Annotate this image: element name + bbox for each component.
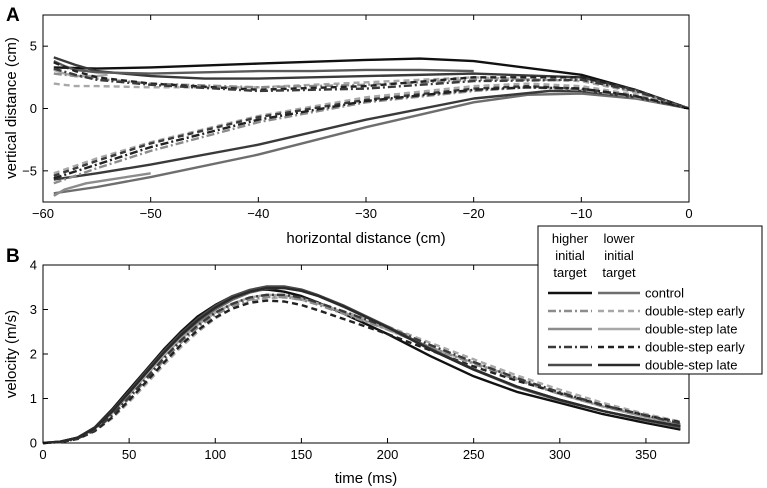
- legend-headers: higher initial target lower initial target: [552, 231, 636, 280]
- y-tick-label: 5: [30, 39, 37, 54]
- panel-a-series-line-11: [53, 82, 690, 175]
- panel-a-chart: −60 −50 −40 −30 −20 −10 0−505 horizontal dista…: [3, 14, 693, 247]
- x-tick-label: −40: [247, 206, 269, 221]
- x-tick-label: 100: [204, 447, 226, 462]
- panel-b-chart: 0 50 100 150 200 250 300 350 0 1 2 3 4 time (ms) vel…: [3, 258, 690, 487]
- panel-a-series-line-14: [53, 86, 690, 180]
- y-tick-label: 2: [30, 347, 37, 362]
- legend: higher initial target lower initial target co…: [537, 225, 763, 375]
- panel-a-series-line-4: [53, 76, 690, 110]
- panel-a-series-line-12: [53, 86, 690, 185]
- panel-b-series-line-5: [42, 299, 681, 445]
- panel-a-series-line-6: [53, 61, 690, 110]
- panel-a-xlabel: horizontal distance (cm): [286, 230, 445, 247]
- x-tick-label: 200: [377, 447, 399, 462]
- x-tick-label: 50: [122, 447, 136, 462]
- panel-b-xlabel: time (ms): [335, 470, 398, 487]
- x-tick-label: −10: [570, 206, 592, 221]
- panel-a-ticks: −60 −50 −40 −30 −20 −10 0−505: [22, 15, 693, 221]
- y-tick-label: −5: [22, 163, 37, 178]
- x-tick-label: −20: [463, 206, 485, 221]
- x-tick-label: −60: [32, 206, 54, 221]
- panel-b-ticks: 0 50 100 150 200 250 300 350 0 1 2 3 4: [30, 258, 689, 462]
- y-tick-label: 0: [30, 436, 37, 451]
- panel-a-series-line-0: [53, 57, 690, 110]
- panel-b-series-line-8: [42, 286, 681, 445]
- legend-rows: control double-step early double-step late…: [548, 286, 745, 373]
- panel-b-ylabel: velocity (m/s): [3, 310, 20, 398]
- y-tick-label: 3: [30, 302, 37, 317]
- x-tick-label: −30: [355, 206, 377, 221]
- legend-header-lower: initial: [604, 248, 634, 263]
- legend-entry-label: double-step early: [645, 304, 745, 319]
- legend-entry-label: double-step late: [645, 322, 738, 337]
- legend-entry-label: double-step late: [645, 358, 738, 373]
- panel-label-a: A: [6, 5, 20, 26]
- x-tick-label: −50: [140, 206, 162, 221]
- legend-box: [537, 225, 763, 375]
- panel-label-b: B: [6, 246, 20, 267]
- x-tick-label: 0: [685, 206, 692, 221]
- legend-header-lower: target: [602, 265, 636, 280]
- legend-header-higher: target: [553, 265, 587, 280]
- legend-entry-label: control: [645, 286, 684, 301]
- panel-a-series-line-10: [53, 172, 151, 197]
- panel-b-series-line-6: [42, 293, 681, 445]
- legend-header-lower: lower: [603, 231, 635, 246]
- legend-header-higher: initial: [555, 248, 585, 263]
- panel-a-series-line-9: [53, 89, 690, 181]
- y-tick-label: 0: [30, 101, 37, 116]
- panel-a-series-line-8: [53, 92, 690, 195]
- legend-header-higher: higher: [552, 231, 589, 246]
- y-tick-label: 1: [30, 391, 37, 406]
- panel-b-series-line-3: [42, 296, 681, 445]
- panel-b-series-group: [42, 285, 681, 445]
- y-tick-label: 4: [30, 258, 37, 273]
- x-tick-label: 250: [463, 447, 485, 462]
- x-tick-label: 350: [635, 447, 657, 462]
- legend-entry-label: double-step early: [645, 340, 745, 355]
- panel-a-series-line-7: [53, 67, 690, 110]
- panel-a-ylabel: vertical distance (cm): [3, 37, 20, 179]
- x-tick-label: 150: [291, 447, 313, 462]
- x-tick-label: 300: [549, 447, 571, 462]
- x-tick-label: 0: [39, 447, 46, 462]
- panel-a-series-group: [53, 56, 690, 197]
- panel-a-series-line-1: [53, 56, 690, 110]
